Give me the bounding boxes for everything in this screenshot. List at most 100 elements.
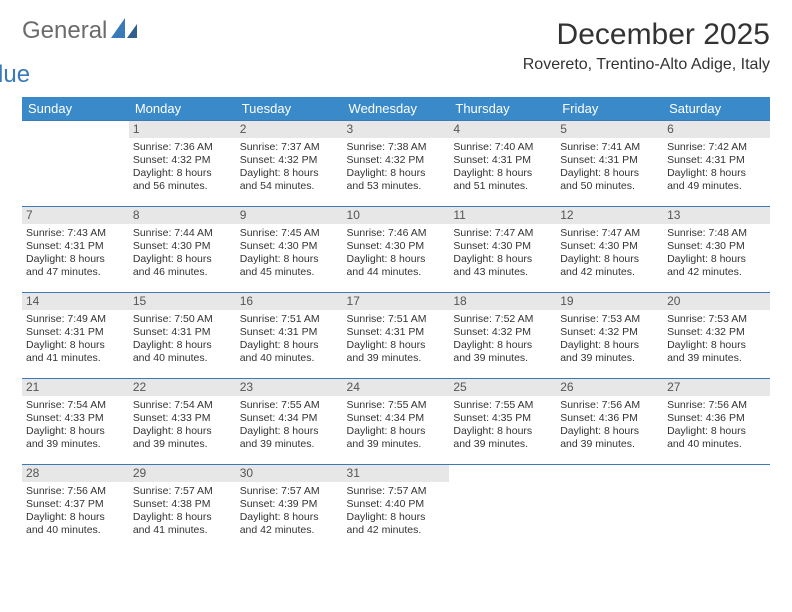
day-sunset: Sunset: 4:31 PM [667,154,766,167]
day-sunset: Sunset: 4:30 PM [560,240,659,253]
day-daylight2: and 39 minutes. [240,438,339,451]
day-daylight2: and 42 minutes. [560,266,659,279]
day-number: 7 [22,207,129,224]
day-daylight2: and 39 minutes. [26,438,125,451]
calendar-week-row: 28Sunrise: 7:56 AMSunset: 4:37 PMDayligh… [22,465,770,551]
day-daylight2: and 54 minutes. [240,180,339,193]
day-number: 24 [343,379,450,396]
day-daylight1: Daylight: 8 hours [133,167,232,180]
day-sunset: Sunset: 4:31 PM [240,326,339,339]
day-number: 6 [663,121,770,138]
calendar-day-cell: 10Sunrise: 7:46 AMSunset: 4:30 PMDayligh… [343,207,450,293]
calendar-day-cell: 4Sunrise: 7:40 AMSunset: 4:31 PMDaylight… [449,121,556,207]
day-sunrise: Sunrise: 7:55 AM [453,399,552,412]
day-daylight2: and 47 minutes. [26,266,125,279]
day-sunset: Sunset: 4:31 PM [560,154,659,167]
day-sunset: Sunset: 4:31 PM [26,240,125,253]
calendar-day-cell: 19Sunrise: 7:53 AMSunset: 4:32 PMDayligh… [556,293,663,379]
day-daylight2: and 39 minutes. [560,438,659,451]
day-sunrise: Sunrise: 7:53 AM [560,313,659,326]
day-sunrise: Sunrise: 7:50 AM [133,313,232,326]
day-daylight1: Daylight: 8 hours [667,253,766,266]
calendar-day-cell: 21Sunrise: 7:54 AMSunset: 4:33 PMDayligh… [22,379,129,465]
day-daylight2: and 39 minutes. [560,352,659,365]
day-daylight2: and 46 minutes. [133,266,232,279]
day-sunset: Sunset: 4:30 PM [347,240,446,253]
day-daylight2: and 42 minutes. [667,266,766,279]
title-block: December 2025 Rovereto, Trentino-Alto Ad… [523,18,770,74]
day-number: 2 [236,121,343,138]
day-number: 8 [129,207,236,224]
weekday-header: Tuesday [236,97,343,121]
day-number: 17 [343,293,450,310]
day-daylight1: Daylight: 8 hours [133,253,232,266]
day-sunrise: Sunrise: 7:57 AM [240,485,339,498]
weekday-header: Wednesday [343,97,450,121]
day-sunrise: Sunrise: 7:55 AM [240,399,339,412]
calendar-day-cell: . [663,465,770,551]
day-daylight2: and 39 minutes. [667,352,766,365]
day-sunset: Sunset: 4:34 PM [347,412,446,425]
day-sunrise: Sunrise: 7:49 AM [26,313,125,326]
day-daylight2: and 40 minutes. [240,352,339,365]
day-sunrise: Sunrise: 7:47 AM [560,227,659,240]
day-sunset: Sunset: 4:30 PM [133,240,232,253]
day-sunset: Sunset: 4:31 PM [26,326,125,339]
day-sunrise: Sunrise: 7:56 AM [667,399,766,412]
day-daylight1: Daylight: 8 hours [347,511,446,524]
calendar-day-cell: 23Sunrise: 7:55 AMSunset: 4:34 PMDayligh… [236,379,343,465]
calendar-day-cell: 22Sunrise: 7:54 AMSunset: 4:33 PMDayligh… [129,379,236,465]
day-number: 11 [449,207,556,224]
calendar-week-row: .1Sunrise: 7:36 AMSunset: 4:32 PMDayligh… [22,121,770,207]
day-sunrise: Sunrise: 7:38 AM [347,141,446,154]
day-number: 20 [663,293,770,310]
day-daylight2: and 40 minutes. [26,524,125,537]
calendar-day-cell: 28Sunrise: 7:56 AMSunset: 4:37 PMDayligh… [22,465,129,551]
calendar-day-cell: 12Sunrise: 7:47 AMSunset: 4:30 PMDayligh… [556,207,663,293]
day-sunset: Sunset: 4:30 PM [240,240,339,253]
day-sunrise: Sunrise: 7:57 AM [133,485,232,498]
calendar-day-cell: 18Sunrise: 7:52 AMSunset: 4:32 PMDayligh… [449,293,556,379]
day-number: 3 [343,121,450,138]
day-number: 22 [129,379,236,396]
day-number: 18 [449,293,556,310]
day-daylight2: and 42 minutes. [240,524,339,537]
day-sunset: Sunset: 4:38 PM [133,498,232,511]
day-number: 31 [343,465,450,482]
day-daylight1: Daylight: 8 hours [240,425,339,438]
day-daylight1: Daylight: 8 hours [667,339,766,352]
day-daylight1: Daylight: 8 hours [347,253,446,266]
day-number: 16 [236,293,343,310]
day-sunset: Sunset: 4:39 PM [240,498,339,511]
day-number: 30 [236,465,343,482]
day-sunset: Sunset: 4:35 PM [453,412,552,425]
calendar-day-cell: 9Sunrise: 7:45 AMSunset: 4:30 PMDaylight… [236,207,343,293]
calendar-week-row: 21Sunrise: 7:54 AMSunset: 4:33 PMDayligh… [22,379,770,465]
day-number: 23 [236,379,343,396]
day-daylight2: and 50 minutes. [560,180,659,193]
day-daylight1: Daylight: 8 hours [240,339,339,352]
calendar-day-cell: 14Sunrise: 7:49 AMSunset: 4:31 PMDayligh… [22,293,129,379]
calendar-week-row: 14Sunrise: 7:49 AMSunset: 4:31 PMDayligh… [22,293,770,379]
calendar-day-cell: 6 Sunrise: 7:42 AMSunset: 4:31 PMDaylight… [663,121,770,207]
day-daylight1: Daylight: 8 hours [26,425,125,438]
day-daylight2: and 39 minutes. [347,438,446,451]
day-sunrise: Sunrise: 7:36 AM [133,141,232,154]
logo: General Blue [22,18,137,87]
day-daylight2: and 49 minutes. [667,180,766,193]
day-daylight1: Daylight: 8 hours [667,167,766,180]
day-sunrise: Sunrise: 7:42 AM [667,141,766,154]
calendar-day-cell: 16Sunrise: 7:51 AMSunset: 4:31 PMDayligh… [236,293,343,379]
month-title: December 2025 [523,18,770,52]
day-sunrise: Sunrise: 7:44 AM [133,227,232,240]
day-daylight1: Daylight: 8 hours [560,339,659,352]
day-number: 1 [129,121,236,138]
day-daylight1: Daylight: 8 hours [240,167,339,180]
day-sunset: Sunset: 4:37 PM [26,498,125,511]
day-daylight2: and 41 minutes. [133,524,232,537]
calendar-day-cell: 5Sunrise: 7:41 AMSunset: 4:31 PMDaylight… [556,121,663,207]
weekday-header: Thursday [449,97,556,121]
day-daylight2: and 56 minutes. [133,180,232,193]
day-number: 25 [449,379,556,396]
day-daylight2: and 53 minutes. [347,180,446,193]
